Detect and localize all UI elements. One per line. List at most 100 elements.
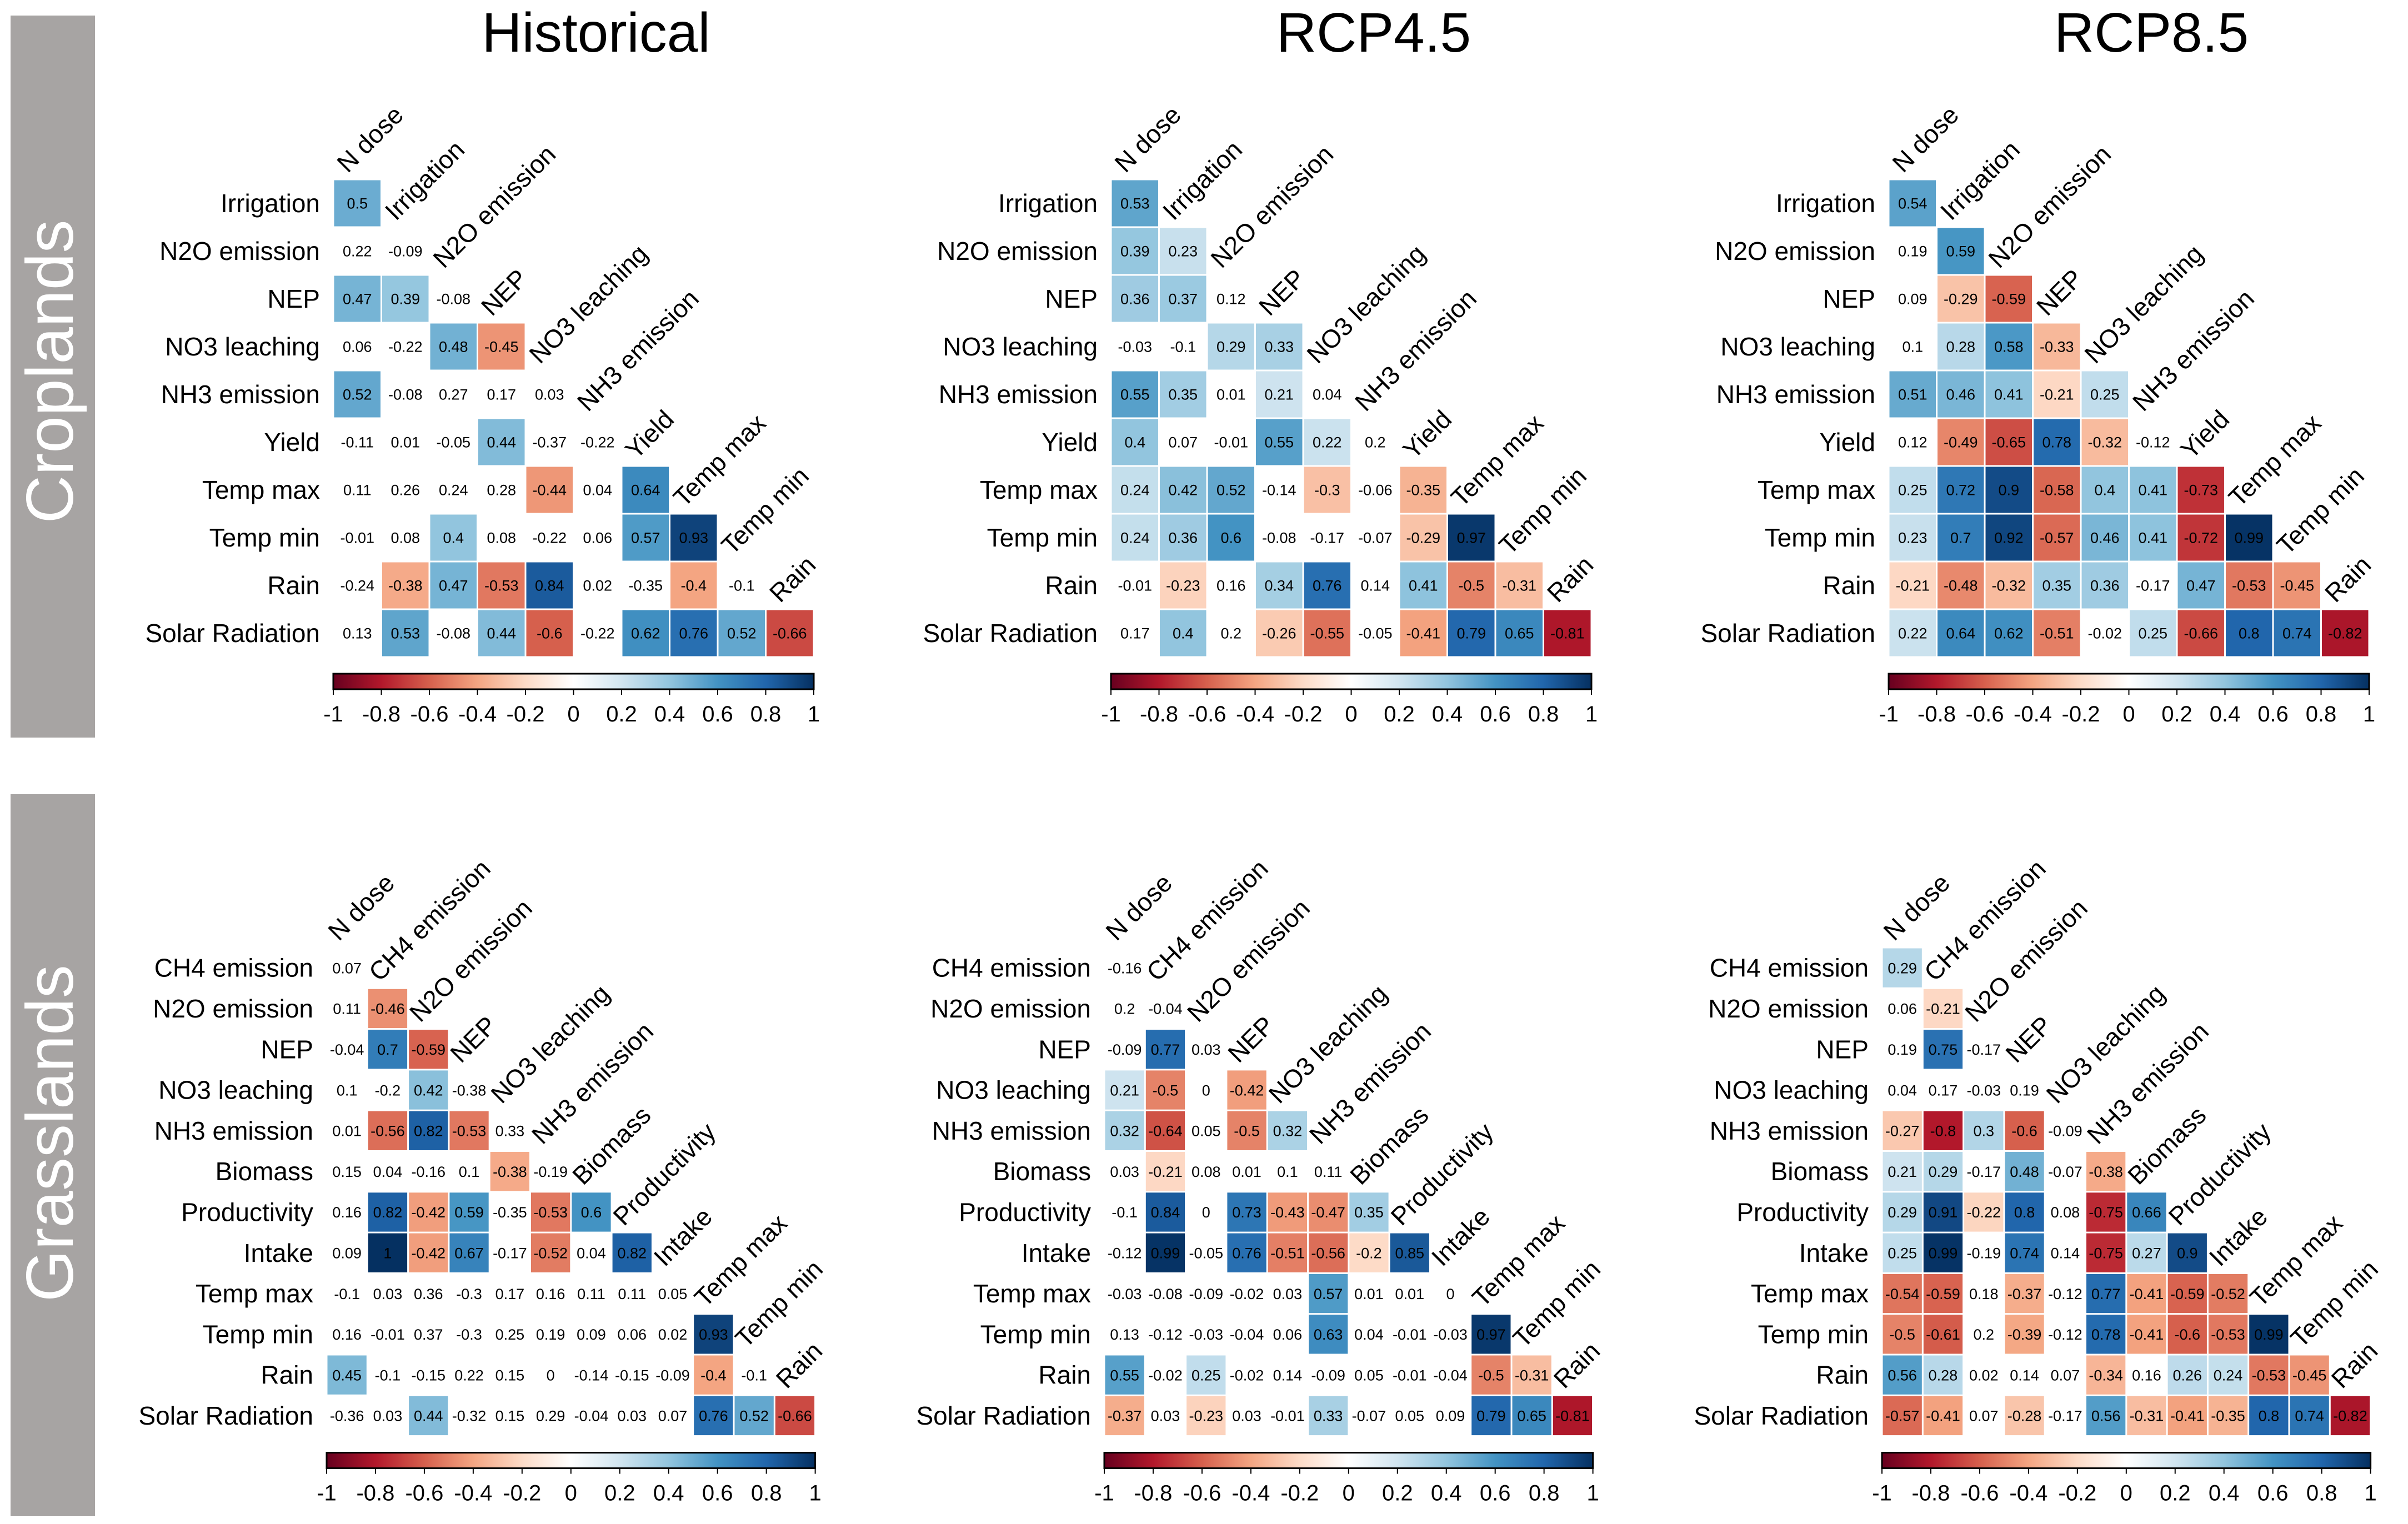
heatmap-cell xyxy=(1227,1070,1266,1110)
cell-value-label: 0.36 xyxy=(414,1286,443,1302)
heatmap-cell xyxy=(2034,467,2080,513)
cell-value-label: 0.77 xyxy=(2091,1286,2121,1302)
column-label: Rain xyxy=(764,550,822,608)
cell-value-label: 0.39 xyxy=(391,291,420,308)
heatmap-cell xyxy=(2005,1192,2044,1232)
colorbar-tick-label: -0.8 xyxy=(1918,702,1956,726)
heatmap-cell xyxy=(1471,1315,1511,1354)
column-title-historical: Historical xyxy=(482,2,710,64)
cell-value-label: 0.17 xyxy=(1929,1082,1958,1099)
row-label: NH3 emission xyxy=(932,1116,1091,1145)
cell-value-label: 0.04 xyxy=(1354,1326,1384,1343)
cell-value-label: 0.48 xyxy=(439,339,468,355)
heatmap-cell xyxy=(334,180,381,227)
row-label: N2O emission xyxy=(153,994,313,1023)
cell-value-label: 0.01 xyxy=(1232,1164,1261,1180)
cell-value-label: 0.79 xyxy=(1456,625,1486,642)
heatmap-cell xyxy=(430,323,477,370)
heatmap-cell xyxy=(2167,1396,2207,1436)
cell-value-label: 0.19 xyxy=(1888,1041,1917,1058)
cell-value-label: 0.17 xyxy=(495,1286,525,1302)
colorbar-tick-label: -0.2 xyxy=(507,702,545,726)
cell-value-label: 0.12 xyxy=(1216,291,1246,308)
heatmap-cell xyxy=(327,1355,367,1395)
heatmap-cell xyxy=(1889,562,1936,609)
heatmap-cell xyxy=(1985,467,2032,513)
cell-value-label: 0.09 xyxy=(332,1245,362,1261)
heatmap-cell xyxy=(2127,1192,2166,1232)
cell-value-label: -0.22 xyxy=(388,339,423,355)
row-label: Rain xyxy=(1038,1361,1091,1390)
heatmap-cell xyxy=(490,1152,529,1191)
cell-value-label: -0.3 xyxy=(1314,482,1340,499)
cell-value-label: 0.66 xyxy=(2132,1204,2161,1221)
colorbar-tick-label: 0.2 xyxy=(1382,1481,1413,1506)
heatmap-cell xyxy=(2208,1315,2248,1354)
cell-value-label: -0.2 xyxy=(375,1082,401,1099)
cell-value-label: -0.31 xyxy=(1515,1367,1549,1383)
heatmap-cell xyxy=(1105,1070,1144,1110)
heatmap-cell xyxy=(1938,228,1984,274)
row-label: CH4 emission xyxy=(154,954,313,982)
row-label: Temp min xyxy=(987,523,1098,552)
heatmap-cell xyxy=(2127,1233,2166,1272)
row-label: Productivity xyxy=(959,1197,1091,1226)
heatmap-cell xyxy=(526,562,573,609)
cell-value-label: 0.41 xyxy=(2138,530,2167,547)
heatmap-cell xyxy=(1883,948,1922,987)
heatmap-cell xyxy=(1938,275,1984,322)
colorbar-tick-label: 0.6 xyxy=(1480,1481,1511,1506)
row-label: Temp max xyxy=(980,475,1098,504)
column-label: Irrigation xyxy=(379,135,470,225)
cell-value-label: -0.5 xyxy=(1234,1123,1260,1140)
colorbar-tick-label: 0.4 xyxy=(2209,1481,2240,1506)
cell-value-label: 0.33 xyxy=(1264,339,1294,355)
heatmap-cell xyxy=(2086,1192,2126,1232)
cell-value-label: -0.38 xyxy=(493,1164,527,1180)
cell-value-label: -0.59 xyxy=(2170,1286,2205,1302)
colorbar-tick-label: 0.4 xyxy=(654,702,685,726)
cell-value-label: -0.41 xyxy=(2130,1286,2164,1302)
cell-value-label: 0.35 xyxy=(1168,387,1198,403)
cell-value-label: -0.82 xyxy=(2333,1408,2367,1425)
cell-value-label: -0.29 xyxy=(1944,291,1978,308)
row-label: Temp max xyxy=(1758,475,1875,504)
cell-value-label: 0.84 xyxy=(1151,1204,1180,1221)
cell-value-label: -0.32 xyxy=(2087,434,2122,451)
heatmap-cell xyxy=(1985,323,2032,370)
cell-value-label: 0.97 xyxy=(1476,1326,1506,1343)
colorbar-tick-label: 0.6 xyxy=(1480,702,1511,726)
cell-value-label: 0.11 xyxy=(333,1001,361,1017)
cell-value-label: -0.37 xyxy=(2007,1286,2042,1302)
colorbar-tick-label: -0.6 xyxy=(1183,1481,1221,1506)
heatmap-cell xyxy=(1883,1111,1922,1150)
cell-value-label: 0.78 xyxy=(2042,434,2071,451)
colorbar-tick-label: -0.6 xyxy=(405,1481,443,1506)
cell-value-label: 0.04 xyxy=(577,1245,606,1261)
cell-value-label: -0.73 xyxy=(2184,482,2218,499)
row-label: Solar Radiation xyxy=(916,1401,1091,1430)
heatmap-cell xyxy=(2086,1355,2126,1395)
cell-value-label: 0.25 xyxy=(1192,1367,1221,1383)
colorbar-tick-label: 0.2 xyxy=(2160,1481,2191,1506)
cell-value-label: 0.6 xyxy=(1220,530,1241,547)
cell-value-label: -0.19 xyxy=(1966,1245,2001,1261)
colorbar-tick-label: -1 xyxy=(1872,1481,1892,1506)
cell-value-label: 0.08 xyxy=(391,530,420,547)
cell-value-label: 0.08 xyxy=(1192,1164,1221,1180)
cell-value-label: -0.14 xyxy=(1262,482,1296,499)
column-title-rcp85: RCP8.5 xyxy=(2054,2,2249,64)
cell-value-label: -0.59 xyxy=(1926,1286,1960,1302)
heatmap-cell xyxy=(2322,610,2369,656)
cell-value-label: 0.06 xyxy=(583,530,612,547)
heatmap-cell xyxy=(1496,562,1543,609)
colorbar-tick-label: 1 xyxy=(2363,702,2375,726)
heatmap-cell xyxy=(2034,562,2080,609)
cell-value-label: 0.28 xyxy=(1946,339,1975,355)
heatmap-cell xyxy=(1938,419,1984,465)
row-label: NEP xyxy=(267,284,320,313)
cell-value-label: 0.72 xyxy=(1946,482,1975,499)
heatmap-cell xyxy=(1160,371,1206,418)
cell-value-label: -0.07 xyxy=(1358,530,1393,547)
heatmap-cell xyxy=(2005,1152,2044,1191)
